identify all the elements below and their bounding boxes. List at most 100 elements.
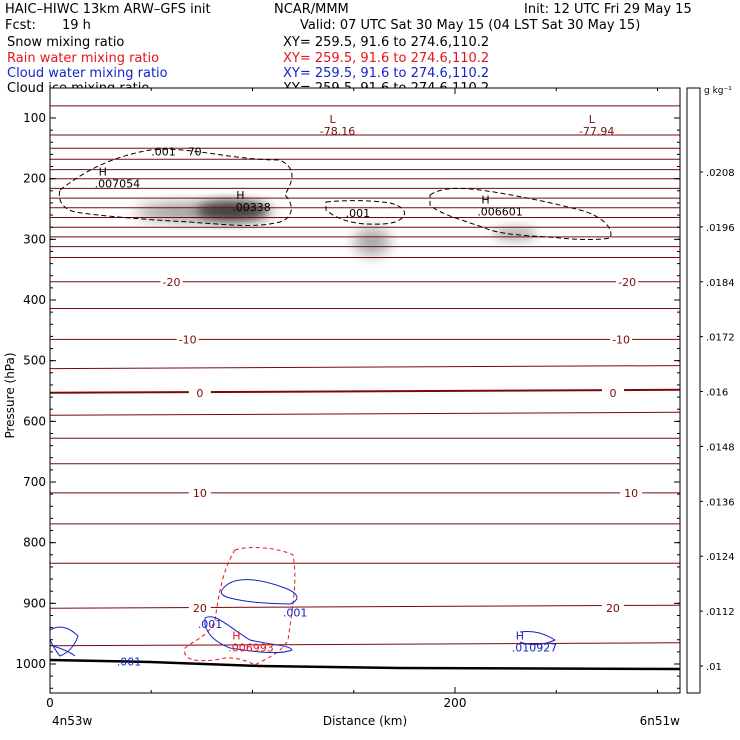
maximum-value: .001 (198, 618, 223, 631)
x-tick-label: 0 (46, 696, 54, 710)
colorbar-tick-label: .0208 (706, 168, 735, 179)
cloud-water-contour (220, 579, 298, 605)
cloud-water-contour (49, 626, 79, 657)
init-time-label: Init: 12 UTC Fri 29 May 15 (524, 2, 692, 17)
colorbar-tick-label: .0124 (706, 552, 735, 563)
forecast-hour: 19 h (62, 18, 91, 33)
maximum-value: .006993 (228, 642, 274, 655)
isotherm-line (49, 365, 681, 370)
isotherm-label-bg (188, 386, 211, 399)
plot-frame (49, 87, 681, 694)
y-tick-label: 500 (23, 354, 46, 368)
isotherm-label: -20 (163, 276, 181, 289)
maximum-marker: H (232, 630, 240, 643)
organization-label: NCAR/MMM (274, 2, 349, 17)
colorbar-tick-label: .0136 (706, 497, 735, 508)
isotherm-label: 0 (196, 387, 203, 400)
isotherm-label-bg (620, 486, 643, 499)
isotherm-label-bg (601, 386, 624, 399)
y-tick-label: 1000 (15, 657, 46, 671)
isotherm-line (49, 411, 681, 416)
y-tick-label: 900 (23, 596, 46, 610)
y-tick-label: 800 (23, 536, 46, 550)
colorbar-tick-label: .0184 (706, 278, 735, 289)
isotherm-label: 20 (193, 602, 207, 615)
isotherm-line (49, 388, 681, 394)
valid-time-label: Valid: 07 UTC Sat 30 May 15 (04 LST Sat … (300, 18, 641, 33)
y-tick-label: 400 (23, 293, 46, 307)
shading-blob (197, 201, 267, 221)
field-cloud-water-xy: XY= 259.5, 91.6 to 274.6,110.2 (283, 66, 490, 81)
minimum-marker: L (330, 113, 337, 126)
isotherm-line (49, 642, 681, 647)
maximum-marker: H (236, 189, 244, 202)
x-axis-label: Distance (km) (323, 714, 407, 728)
colorbar-frame (686, 87, 701, 694)
isotherm-label-bg (160, 275, 183, 288)
y-tick-label: 700 (23, 475, 46, 489)
terrain-surface (49, 658, 681, 671)
forecast-label: Fcst: (5, 18, 36, 33)
isotherm-line (49, 604, 681, 609)
y-tick-label: 600 (23, 414, 46, 428)
colorbar-unit: g kg⁻¹ (704, 86, 732, 96)
colorbar-tick-label: .01 (706, 662, 722, 673)
isotherm-label-bg (616, 275, 639, 288)
field-cloud-water-name: Cloud water mixing ratio (7, 66, 168, 81)
cloud-ice-contour (58, 148, 293, 226)
maximum-value: .007054 (95, 177, 141, 190)
x-axis-left-label: 4n53w (52, 714, 93, 728)
maximum-value: .00338 (232, 201, 270, 214)
plot-title: HAIC–HIWC 13km ARW–GFS init (5, 2, 211, 17)
maximum-value: .001 (151, 145, 176, 158)
y-tick-label: 300 (23, 232, 46, 246)
isotherm-label: -10 (612, 333, 630, 346)
x-axis-right-label: 6n51w (640, 714, 681, 728)
cloud-water-contour (519, 631, 557, 645)
field-snow-name: Snow mixing ratio (7, 35, 125, 50)
isotherm-label: -20 (618, 276, 636, 289)
mixing-ratio-contour-layer (49, 148, 612, 666)
isotherm-label: 10 (193, 487, 207, 500)
shading-blob (493, 227, 537, 241)
isotherm-label: 10 (624, 487, 638, 500)
isotherm-label-bg (601, 602, 624, 615)
cloud-water-contour (49, 644, 76, 657)
terrain-layer (49, 658, 681, 671)
maximum-marker: H (99, 165, 107, 178)
colorbar-tick-label: .0148 (706, 442, 735, 453)
cloud-water-contour (204, 616, 293, 654)
colorbar-tick-label: .0196 (706, 223, 735, 234)
maximum-value: .001 (117, 656, 142, 669)
field-rain-name: Rain water mixing ratio (7, 51, 160, 66)
y-tick-label: 200 (23, 172, 46, 186)
colorbar: g kg⁻¹ .0208 .0196 .0184 .0172 .016 .0148 .0136… (686, 86, 735, 694)
isotherm-label: 0 (609, 387, 616, 400)
isotherm-label: -10 (179, 333, 197, 346)
minimum-value: -78.16 (320, 125, 355, 138)
maximum-value: 70 (188, 145, 202, 158)
colorbar-tick-label: .0172 (706, 333, 735, 344)
field-rain-xy: XY= 259.5, 91.6 to 274.6,110.2 (283, 51, 490, 66)
maximum-marker: H (516, 630, 524, 643)
minimum-marker: L (589, 113, 596, 126)
isotherm-label: 20 (606, 602, 620, 615)
y-tick-label: 100 (23, 111, 46, 125)
maximum-marker: H (481, 193, 489, 206)
isotherm-label-bg (188, 602, 211, 615)
isotherm-label-bg (610, 333, 633, 346)
colorbar-tick-label: .0112 (706, 607, 735, 618)
maximum-value: .001 (346, 207, 371, 220)
x-tick-label: 200 (444, 696, 467, 710)
minimum-value: -77.94 (579, 125, 614, 138)
field-snow-xy: XY= 259.5, 91.6 to 274.6,110.2 (283, 35, 490, 50)
maximum-value: .006601 (477, 205, 523, 218)
y-axis-label: Pressure (hPa) (3, 352, 17, 438)
shading-blob (354, 228, 390, 256)
isotherm-label-bg (176, 333, 199, 346)
colorbar-tick-label: .016 (706, 388, 728, 399)
isotherm-label-bg (188, 486, 211, 499)
isotherm-layer (49, 105, 681, 647)
